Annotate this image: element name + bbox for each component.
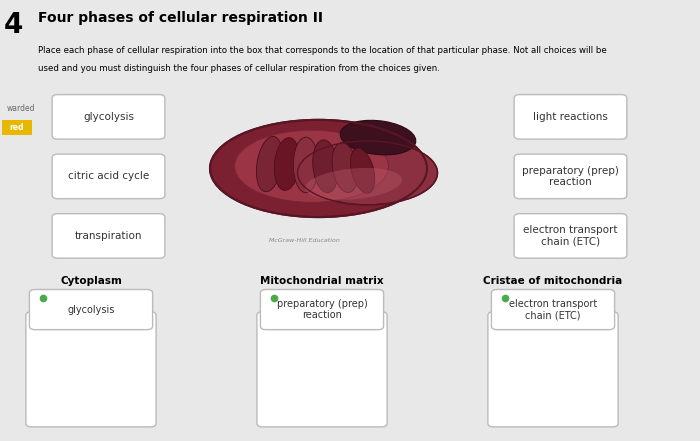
Ellipse shape [298, 141, 438, 205]
Ellipse shape [256, 136, 283, 192]
Text: transpiration: transpiration [75, 231, 142, 241]
FancyBboxPatch shape [2, 120, 32, 135]
Text: Mitochondrial matrix: Mitochondrial matrix [260, 276, 384, 286]
Ellipse shape [274, 138, 300, 191]
Text: preparatory (prep)
reaction: preparatory (prep) reaction [522, 166, 619, 187]
FancyBboxPatch shape [491, 289, 615, 330]
Ellipse shape [210, 120, 427, 217]
FancyBboxPatch shape [26, 312, 156, 427]
FancyBboxPatch shape [488, 312, 618, 427]
Ellipse shape [340, 120, 416, 155]
Ellipse shape [234, 130, 388, 202]
Text: citric acid cycle: citric acid cycle [68, 172, 149, 181]
Ellipse shape [351, 148, 374, 193]
Text: used and you must distinguish the four phases of cellular respiration from the c: used and you must distinguish the four p… [38, 64, 440, 73]
Ellipse shape [293, 137, 319, 193]
Ellipse shape [305, 168, 402, 200]
FancyBboxPatch shape [52, 213, 165, 258]
FancyBboxPatch shape [514, 213, 627, 258]
FancyBboxPatch shape [514, 94, 627, 139]
Text: preparatory (prep)
reaction: preparatory (prep) reaction [276, 299, 368, 320]
FancyBboxPatch shape [52, 154, 165, 198]
FancyBboxPatch shape [514, 154, 627, 198]
Ellipse shape [332, 142, 358, 193]
Text: glycolysis: glycolysis [83, 112, 134, 122]
Text: red: red [10, 123, 24, 132]
FancyBboxPatch shape [260, 289, 384, 330]
Text: Cristae of mitochondria: Cristae of mitochondria [484, 276, 622, 286]
Ellipse shape [313, 140, 338, 193]
Text: electron transport
chain (ETC): electron transport chain (ETC) [509, 299, 597, 320]
FancyBboxPatch shape [29, 289, 153, 330]
Text: glycolysis: glycolysis [67, 305, 115, 314]
FancyBboxPatch shape [52, 94, 165, 139]
Text: Cytoplasm: Cytoplasm [60, 276, 122, 286]
Text: Place each phase of cellular respiration into the box that corresponds to the lo: Place each phase of cellular respiration… [38, 46, 608, 55]
Text: McGraw-Hill Education: McGraw-Hill Education [269, 238, 340, 243]
Text: 4: 4 [4, 11, 23, 39]
Text: Four phases of cellular respiration II: Four phases of cellular respiration II [38, 11, 323, 25]
Text: light reactions: light reactions [533, 112, 608, 122]
FancyBboxPatch shape [257, 312, 387, 427]
Text: warded: warded [7, 104, 36, 112]
Text: electron transport
chain (ETC): electron transport chain (ETC) [524, 225, 617, 247]
